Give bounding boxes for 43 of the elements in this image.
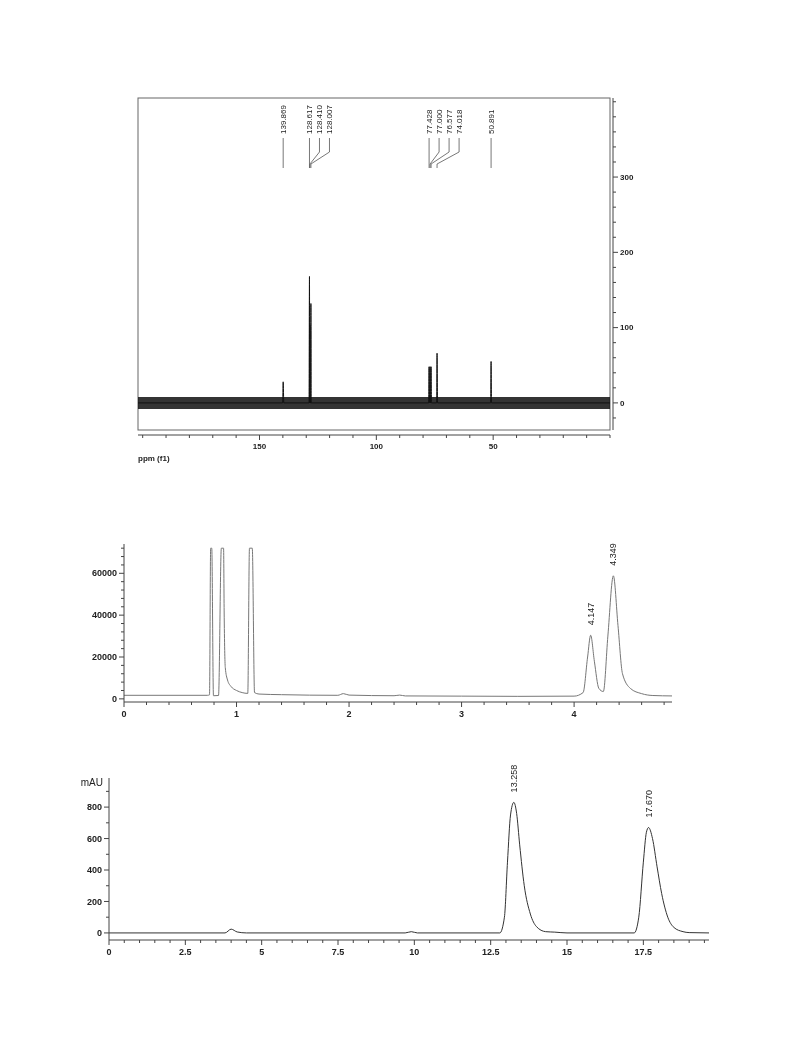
y-tick-label: 200 — [620, 248, 634, 258]
annotation: 77.000 — [434, 108, 444, 134]
annotation: 4.349 — [608, 543, 619, 566]
y-tick-label: 200 — [86, 896, 102, 907]
x-tick-label: 4 — [571, 709, 577, 719]
y-tick-label: 800 — [86, 802, 102, 813]
x-tick-label: 7.5 — [331, 947, 345, 957]
annotation: 74.018 — [454, 108, 464, 134]
annotation: 128.617 — [305, 104, 315, 134]
x-tick-label: 0 — [121, 709, 127, 719]
x-tick-label: 2.5 — [179, 947, 192, 957]
annotation: 128.410 — [315, 104, 325, 134]
annotation: 17.670 — [643, 790, 654, 818]
annotation: 50.891 — [486, 108, 496, 134]
x-tick-label: 100 — [369, 442, 384, 451]
y-tick-label: 100 — [620, 323, 634, 333]
y-tick-label: 60000 — [91, 568, 117, 579]
x-tick-label: 10 — [409, 947, 420, 957]
x-tick-label: 50 — [488, 442, 499, 451]
y-tick-label: 40000 — [91, 610, 117, 621]
y-tick-label: 600 — [86, 833, 102, 844]
y-tick-label: 300 — [620, 172, 634, 182]
x-tick-label: 15 — [562, 947, 573, 957]
x-axis-title: ppm (f1) — [138, 454, 170, 463]
y-tick-label: 20000 — [91, 652, 117, 663]
y-tick-label: 0 — [111, 694, 117, 705]
x-tick-label: 12.5 — [481, 947, 500, 957]
x-tick-label: 17.5 — [634, 947, 653, 957]
x-tick-label: 3 — [459, 709, 465, 719]
y-axis-title: mAU — [80, 777, 103, 788]
x-tick-label: 150 — [252, 442, 267, 451]
x-tick-label: 1 — [234, 709, 240, 719]
x-tick-label: 2 — [346, 709, 352, 719]
x-tick-label: 5 — [259, 947, 265, 957]
annotation: 4.147 — [585, 602, 596, 626]
annotation: 139.869 — [278, 104, 288, 134]
y-tick-label: 0 — [96, 928, 102, 939]
annotation: 128.007 — [325, 104, 335, 134]
y-tick-label: 400 — [86, 865, 102, 876]
annotation: 76.577 — [444, 108, 454, 134]
y-tick-label: 0 — [620, 398, 625, 408]
annotation: 13.258 — [508, 764, 519, 793]
annotation: 77.428 — [424, 108, 434, 134]
